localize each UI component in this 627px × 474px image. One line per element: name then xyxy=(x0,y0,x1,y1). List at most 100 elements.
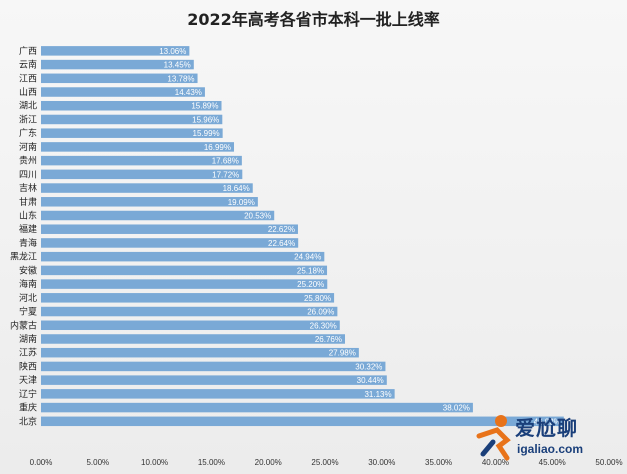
bar-27 xyxy=(41,402,473,413)
bar-22 xyxy=(41,334,345,344)
x-tick-label: 15.00% xyxy=(198,458,225,467)
value-label: 31.13% xyxy=(364,390,391,399)
category-label: 山西 xyxy=(19,87,37,98)
value-label: 22.62% xyxy=(268,225,295,234)
category-label: 湖北 xyxy=(19,101,37,112)
value-label: 15.99% xyxy=(193,129,220,138)
bar-24 xyxy=(41,361,386,372)
bar-11 xyxy=(41,183,253,193)
x-tick-label: 0.00% xyxy=(30,458,53,467)
value-label: 38.02% xyxy=(443,404,470,413)
bar-15 xyxy=(41,238,299,248)
bar-20 xyxy=(41,306,338,317)
watermark-text: 爱尬聊 xyxy=(515,416,578,440)
bar-14 xyxy=(41,224,298,234)
value-label: 18.64% xyxy=(223,184,250,193)
bar-8 xyxy=(41,142,235,152)
value-label: 25.80% xyxy=(304,294,331,303)
category-label: 广西 xyxy=(19,45,37,57)
value-label: 20.53% xyxy=(244,212,271,221)
runner-logo-icon xyxy=(476,415,511,461)
category-label: 吉林 xyxy=(19,182,37,194)
bar-2 xyxy=(41,59,194,70)
bar-5 xyxy=(41,100,222,111)
value-label: 15.96% xyxy=(192,115,219,124)
value-label: 24.94% xyxy=(294,253,321,262)
x-tick-label: 35.00% xyxy=(425,458,452,467)
category-label: 辽宁 xyxy=(19,388,37,400)
x-tick-label: 20.00% xyxy=(255,458,282,467)
chart-title: 2022年高考各省市本科一批上线率 xyxy=(187,10,440,29)
bar-28 xyxy=(41,416,564,427)
bar-26 xyxy=(41,389,395,399)
x-tick-label: 5.00% xyxy=(86,458,109,467)
value-label: 17.72% xyxy=(212,170,239,179)
category-label: 宁夏 xyxy=(19,306,37,318)
category-label: 河北 xyxy=(19,292,37,304)
value-label: 15.89% xyxy=(191,102,218,111)
bar-1 xyxy=(41,46,190,56)
bar-3 xyxy=(41,73,198,84)
bar-6 xyxy=(41,114,223,125)
category-label: 黑龙江 xyxy=(10,251,37,263)
category-label: 浙江 xyxy=(19,113,37,125)
watermark-url: igaliao.com xyxy=(517,442,584,456)
bar-4 xyxy=(41,87,205,97)
bar-18 xyxy=(41,279,328,289)
category-label: 北京 xyxy=(19,415,37,427)
category-label: 陕西 xyxy=(19,360,37,372)
x-tick-label: 30.00% xyxy=(368,458,395,467)
x-tick-label: 40.00% xyxy=(482,458,509,467)
category-label: 江苏 xyxy=(19,347,37,359)
value-label: 13.78% xyxy=(167,74,194,83)
bar-13 xyxy=(41,210,275,221)
category-label: 内蒙古 xyxy=(10,319,37,331)
category-label: 河南 xyxy=(19,141,37,153)
value-label: 26.09% xyxy=(307,308,334,317)
value-label: 25.20% xyxy=(297,280,324,289)
bar-16 xyxy=(41,251,325,262)
category-label: 广东 xyxy=(19,127,37,139)
value-label: 27.98% xyxy=(329,349,356,358)
category-label: 贵州 xyxy=(19,155,37,167)
value-label: 17.68% xyxy=(212,157,239,166)
category-label: 山东 xyxy=(19,210,37,222)
x-tick-label: 25.00% xyxy=(311,458,338,467)
x-tick-label: 10.00% xyxy=(141,458,168,467)
category-label: 云南 xyxy=(19,59,37,71)
bar-7 xyxy=(41,128,223,138)
bar-23 xyxy=(41,347,359,358)
x-tick-label: 45.00% xyxy=(539,458,566,467)
value-label: 13.06% xyxy=(159,47,186,56)
bar-19 xyxy=(41,293,335,303)
value-label: 19.09% xyxy=(228,198,255,207)
watermark-logo: 爱尬聊 igaliao.com xyxy=(471,412,621,468)
category-label: 湖南 xyxy=(19,333,37,345)
bar-21 xyxy=(41,320,340,331)
value-label: 16.99% xyxy=(204,143,231,152)
bar-10 xyxy=(41,169,243,180)
category-label: 安徽 xyxy=(19,264,37,276)
bar-9 xyxy=(41,155,242,166)
x-tick-label: 50.00% xyxy=(595,458,622,467)
value-label: 30.32% xyxy=(355,362,382,371)
bar-17 xyxy=(41,265,328,276)
category-label: 海南 xyxy=(19,278,37,290)
category-label: 重庆 xyxy=(19,402,37,414)
value-label: 30.44% xyxy=(357,376,384,385)
category-label: 青海 xyxy=(19,237,37,249)
value-label: 26.76% xyxy=(315,335,342,344)
value-label: 25.18% xyxy=(297,266,324,275)
value-label: 13.45% xyxy=(164,61,191,70)
category-label: 福建 xyxy=(19,223,37,235)
category-label: 四川 xyxy=(19,170,37,180)
value-label: 22.64% xyxy=(268,239,295,248)
value-label: 26.30% xyxy=(310,321,337,330)
category-label: 江西 xyxy=(19,73,37,84)
bar-25 xyxy=(41,375,387,385)
value-label: 46.02% xyxy=(534,417,561,426)
category-label: 甘肃 xyxy=(19,196,37,208)
category-label: 天津 xyxy=(19,375,37,386)
value-label: 14.43% xyxy=(175,88,202,97)
